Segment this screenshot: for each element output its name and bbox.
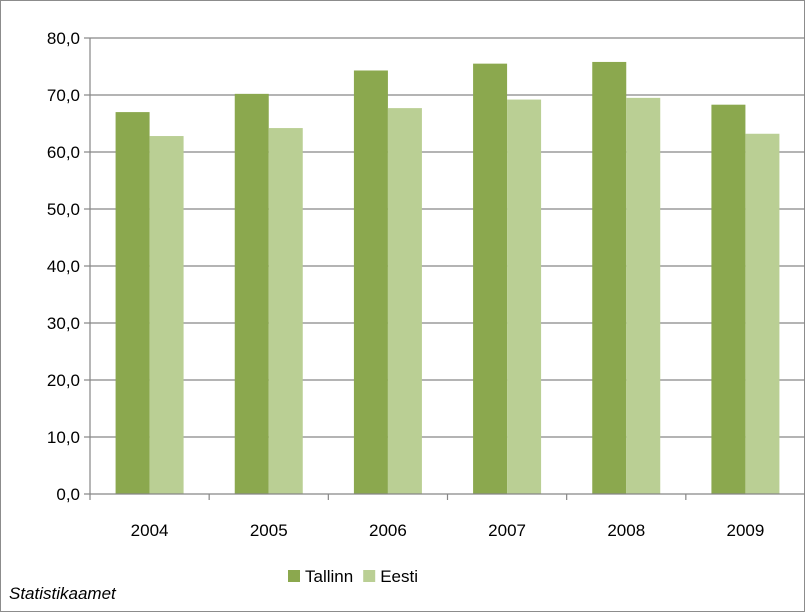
bar-tallinn-2007 <box>473 63 508 495</box>
bar-eesti-2009 <box>745 133 780 494</box>
bars <box>115 61 780 495</box>
y-tick-label: 60,0 <box>47 143 80 162</box>
gridlines <box>84 37 805 495</box>
x-tick-label: 2004 <box>131 521 169 540</box>
bar-tallinn-2004 <box>115 112 150 494</box>
x-tick-label: 2006 <box>369 521 407 540</box>
y-tick-label: 50,0 <box>47 200 80 219</box>
y-axis-tick-labels: 0,0 10,0 20,0 30,0 40,0 50,0 60,0 70,0 80,0 <box>47 29 80 504</box>
source-label: Statistikaamet <box>9 584 117 603</box>
legend-label-tallinn: Tallinn <box>305 567 353 586</box>
x-axis <box>89 493 805 500</box>
bar-eesti-2006 <box>387 108 422 495</box>
bar-eesti-2007 <box>507 99 542 494</box>
x-tick-label: 2007 <box>488 521 526 540</box>
x-axis-tick-labels: 2004 2005 2006 2007 2008 2009 <box>131 521 765 540</box>
bar-eesti-2004 <box>149 136 184 495</box>
legend-swatch-tallinn <box>288 570 300 582</box>
y-tick-label: 30,0 <box>47 314 80 333</box>
x-tick-label: 2009 <box>727 521 765 540</box>
x-tick-label: 2005 <box>250 521 288 540</box>
bar-eesti-2005 <box>268 128 303 494</box>
legend-swatch-eesti <box>363 570 376 582</box>
bar-tallinn-2008 <box>592 61 627 494</box>
legend: Tallinn Eesti <box>288 567 418 586</box>
y-tick-label: 70,0 <box>47 86 80 105</box>
y-tick-label: 20,0 <box>47 371 80 390</box>
bar-eesti-2008 <box>626 97 661 494</box>
y-tick-label: 0,0 <box>56 485 80 504</box>
y-tick-label: 10,0 <box>47 428 80 447</box>
x-tick-label: 2008 <box>607 521 645 540</box>
legend-label-eesti: Eesti <box>380 567 418 586</box>
bar-tallinn-2009 <box>711 104 746 494</box>
y-tick-label: 40,0 <box>47 257 80 276</box>
y-tick-label: 80,0 <box>47 29 80 48</box>
bar-tallinn-2006 <box>353 70 388 495</box>
bar-tallinn-2005 <box>234 93 269 495</box>
